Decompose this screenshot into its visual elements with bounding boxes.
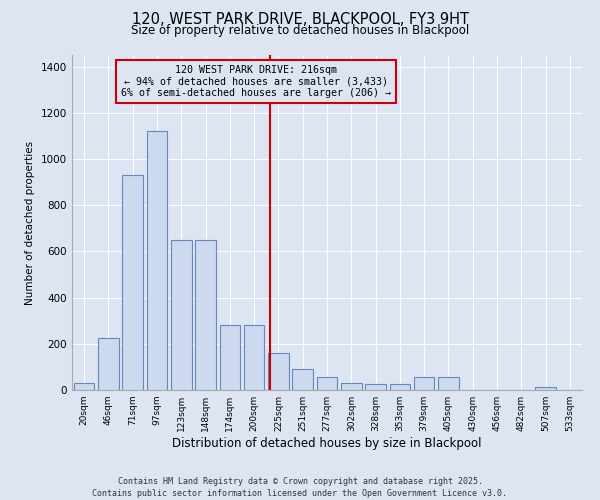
Bar xyxy=(365,384,386,390)
Bar xyxy=(341,383,362,390)
Bar xyxy=(146,131,167,390)
Bar xyxy=(122,175,143,390)
Text: Contains HM Land Registry data © Crown copyright and database right 2025.
Contai: Contains HM Land Registry data © Crown c… xyxy=(92,476,508,498)
Bar xyxy=(389,384,410,390)
Bar xyxy=(317,378,337,390)
X-axis label: Distribution of detached houses by size in Blackpool: Distribution of detached houses by size … xyxy=(172,437,482,450)
Bar xyxy=(195,240,216,390)
Bar xyxy=(414,378,434,390)
Bar xyxy=(438,378,459,390)
Y-axis label: Number of detached properties: Number of detached properties xyxy=(25,140,35,304)
Bar xyxy=(268,353,289,390)
Bar xyxy=(220,326,240,390)
Bar xyxy=(74,383,94,390)
Text: 120, WEST PARK DRIVE, BLACKPOOL, FY3 9HT: 120, WEST PARK DRIVE, BLACKPOOL, FY3 9HT xyxy=(131,12,469,28)
Bar xyxy=(244,326,265,390)
Bar xyxy=(98,338,119,390)
Bar xyxy=(171,240,191,390)
Text: 120 WEST PARK DRIVE: 216sqm
← 94% of detached houses are smaller (3,433)
6% of s: 120 WEST PARK DRIVE: 216sqm ← 94% of det… xyxy=(121,65,391,98)
Bar xyxy=(535,386,556,390)
Text: Size of property relative to detached houses in Blackpool: Size of property relative to detached ho… xyxy=(131,24,469,37)
Bar xyxy=(292,369,313,390)
